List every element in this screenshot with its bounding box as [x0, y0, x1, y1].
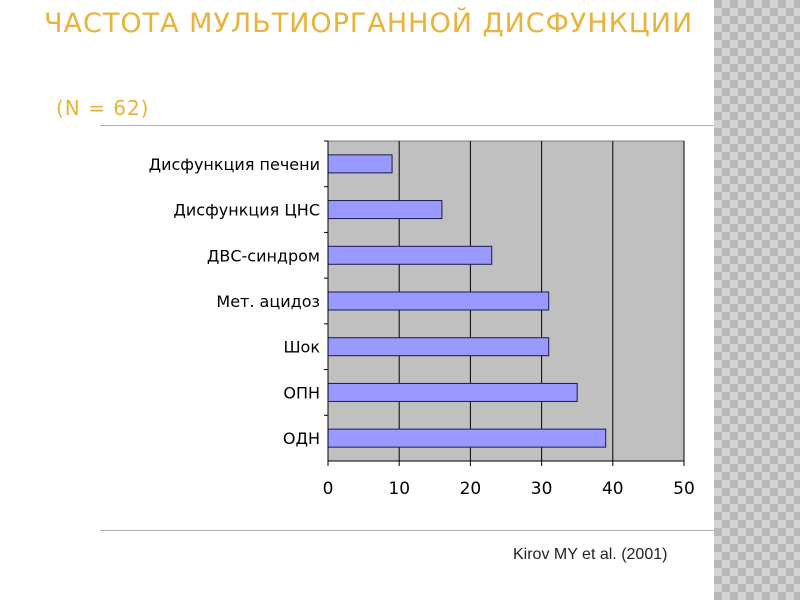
category-label: Дисфункция печени	[149, 155, 320, 174]
x-tick-label: 20	[460, 479, 482, 499]
bar-3	[327, 245, 493, 265]
bar-chart: Дисфункция печени Дисфункция ЦНС ДВС-синдр…	[149, 140, 695, 499]
category-label: Шок	[283, 338, 320, 357]
axes	[327, 141, 684, 462]
x-tick-labels: 0 10 20 30 40 50	[323, 461, 695, 499]
bar-2	[327, 200, 443, 220]
slide-title: ЧАСТОТА МУЛЬТИОРГАННОЙ ДИСФУНКЦИИ	[44, 8, 694, 39]
category-label: ОПН	[283, 383, 320, 402]
bar-6	[327, 382, 578, 402]
x-tick-label: 10	[388, 479, 410, 499]
bar-4	[327, 291, 550, 311]
bar-5	[327, 337, 550, 357]
category-labels: Дисфункция печени Дисфункция ЦНС ДВС-синдр…	[149, 140, 328, 448]
bars	[327, 154, 607, 448]
x-tick-label: 0	[323, 479, 334, 499]
bar-1	[327, 154, 393, 174]
x-tick-label: 40	[602, 479, 624, 499]
x-tick-label: 50	[673, 479, 695, 499]
category-label: Мет. ацидоз	[216, 292, 320, 311]
bar-7	[327, 428, 607, 448]
category-label: ОДН	[283, 429, 320, 448]
slide-subtitle: (N = 62)	[56, 96, 150, 120]
category-label: ДВС-синдром	[207, 246, 320, 265]
category-label: Дисфункция ЦНС	[173, 201, 320, 220]
x-tick-label: 30	[531, 479, 553, 499]
decorative-pattern-strip	[714, 0, 800, 600]
citation: Kirov MY et al. (2001)	[513, 546, 668, 563]
chart-frame: Дисфункция печени Дисфункция ЦНС ДВС-синдр…	[100, 125, 714, 531]
